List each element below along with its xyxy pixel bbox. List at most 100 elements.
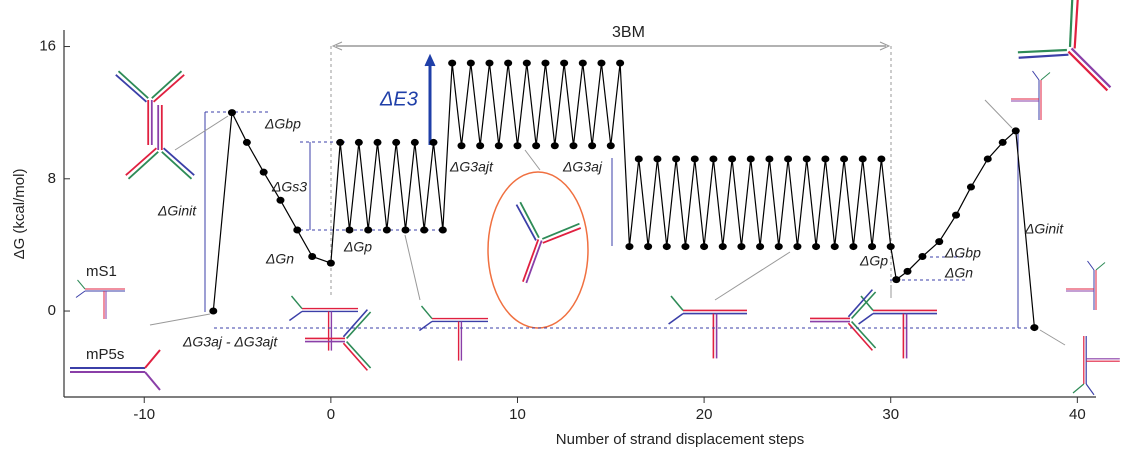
x-tick-label: 30 (882, 406, 899, 423)
annotation: ΔGinit (157, 203, 197, 219)
state-point (644, 243, 653, 251)
state-point (849, 243, 858, 251)
strand-diagram (1065, 260, 1106, 311)
state-point (690, 155, 699, 163)
annotation: ΔGinit (1024, 221, 1064, 237)
state-point (401, 226, 410, 234)
annotation: ΔG3aj - ΔG3ajt (182, 334, 278, 350)
state-point (382, 226, 391, 234)
state-point (935, 238, 944, 246)
state-point (373, 138, 382, 146)
y-axis-label: ΔG (kcal/mol) (11, 169, 28, 260)
state-point (466, 59, 475, 67)
x-axis-label: Number of strand displacement steps (556, 431, 804, 448)
state-point (392, 138, 401, 146)
state-point (326, 259, 335, 267)
state-point (345, 226, 354, 234)
state-point (662, 243, 671, 251)
state-point (672, 155, 681, 163)
strand-diagram (1010, 70, 1051, 121)
bm-arrowhead (331, 41, 343, 51)
strand-diagram (124, 104, 196, 180)
strand-diagram (1072, 335, 1121, 396)
annotation: ΔE3 (379, 88, 418, 110)
annotation: ΔGn (944, 265, 973, 281)
state-point (242, 138, 251, 146)
state-point (812, 243, 821, 251)
annotation: ΔGs3 (271, 179, 307, 195)
state-point (634, 155, 643, 163)
state-point (541, 59, 550, 67)
state-point (784, 155, 793, 163)
y-tick-label: 16 (39, 38, 56, 55)
annotation: ΔG3ajt (449, 159, 494, 175)
strand-diagram (114, 70, 186, 146)
pointer (1039, 329, 1066, 346)
x-tick-label: 10 (509, 406, 526, 423)
state-point (952, 211, 961, 219)
annotation: mS1 (86, 263, 117, 280)
state-point (336, 138, 345, 146)
state-point (728, 155, 737, 163)
state-point (737, 243, 746, 251)
x-tick-label: 0 (327, 406, 335, 423)
pointer (149, 313, 211, 326)
state-point (513, 142, 522, 150)
state-point (522, 59, 531, 67)
annotation: 3BM (612, 24, 645, 41)
pointer (524, 149, 541, 171)
y-tick-label: 0 (48, 302, 56, 319)
state-point (588, 142, 597, 150)
state-point (550, 142, 559, 150)
pointer (714, 251, 791, 301)
state-point (597, 59, 606, 67)
state-point (308, 252, 317, 260)
state-point (1030, 324, 1039, 332)
state-point (903, 267, 912, 275)
state-point (532, 142, 541, 150)
pointer (174, 115, 229, 151)
state-point (746, 155, 755, 163)
state-point (448, 59, 457, 67)
annotation: ΔG3aj (562, 159, 603, 175)
state-point (625, 243, 634, 251)
state-point (718, 243, 727, 251)
state-point (918, 252, 927, 260)
state-point (293, 226, 302, 234)
state-point (420, 226, 429, 234)
strand-diagram (667, 295, 748, 360)
state-point (494, 142, 503, 150)
state-point (681, 243, 690, 251)
y-tick-label: 8 (48, 170, 56, 187)
state-point (858, 155, 867, 163)
state-point (983, 155, 992, 163)
state-point (793, 243, 802, 251)
strand-diagram (75, 279, 126, 320)
state-point (209, 307, 218, 315)
state-point (765, 155, 774, 163)
state-point (410, 138, 419, 146)
x-tick-label: 40 (1069, 406, 1086, 423)
state-point (877, 155, 886, 163)
state-point (1011, 127, 1020, 135)
state-point (774, 243, 783, 251)
state-point (892, 276, 901, 284)
state-point (485, 59, 494, 67)
bm-arrowhead (879, 41, 891, 51)
pointer (404, 234, 421, 301)
pointer (984, 99, 1013, 129)
state-point (259, 168, 268, 176)
x-tick-label: -10 (133, 406, 155, 423)
state-point (830, 243, 839, 251)
state-point (616, 59, 625, 67)
state-point (364, 226, 373, 234)
state-point (560, 59, 569, 67)
state-point (802, 155, 811, 163)
annotation: ΔGn (265, 251, 294, 267)
state-point (653, 155, 662, 163)
x-tick-label: 20 (696, 406, 713, 423)
state-point (700, 243, 709, 251)
annotation: ΔGp (859, 253, 888, 269)
annotation: ΔGp (343, 239, 372, 255)
